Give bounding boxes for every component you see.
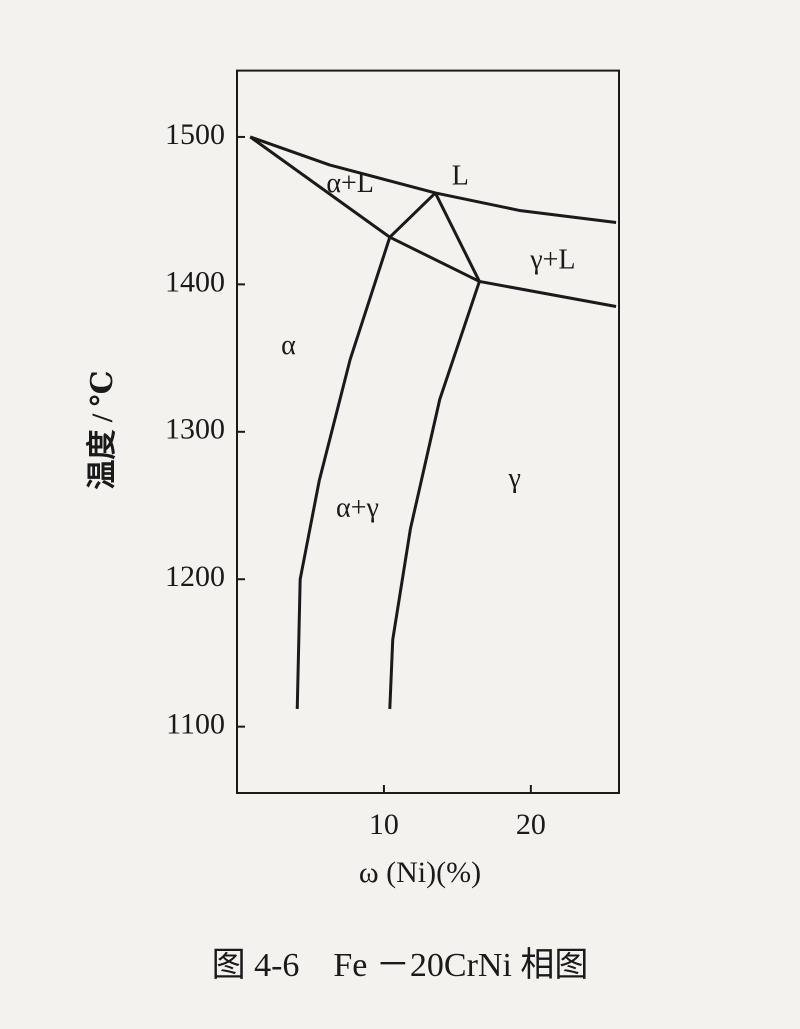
phase-boundary [434, 192, 481, 283]
plot-frame [236, 69, 620, 795]
phase-label: α+γ [336, 492, 379, 523]
y-tick-label: 1300 [165, 413, 225, 446]
caption: 图 4-6 Fe －20CrNi 相图 [212, 946, 589, 984]
phase-label: L [452, 161, 469, 192]
phase-label: γ+L [529, 245, 575, 276]
y-tick-label: 1200 [165, 560, 225, 593]
y-tick-label: 1500 [165, 118, 225, 151]
phase-boundary [249, 135, 617, 224]
phase-boundary [295, 236, 392, 709]
y-axis-title: 温度 / ℃ [86, 370, 119, 489]
phase-boundary [389, 235, 617, 308]
x-axis-title: ω (Ni)(%) [359, 856, 481, 889]
phase-boundary [388, 280, 481, 710]
phase-label: γ [507, 463, 520, 494]
y-tick-label: 1100 [166, 708, 225, 741]
phase-boundary [249, 135, 437, 239]
x-tick-label: 20 [516, 808, 546, 841]
phase-label: α+L [326, 168, 374, 199]
y-tick-label: 1400 [165, 265, 225, 298]
x-tick-label: 10 [369, 808, 399, 841]
phase-label: α [281, 330, 296, 361]
